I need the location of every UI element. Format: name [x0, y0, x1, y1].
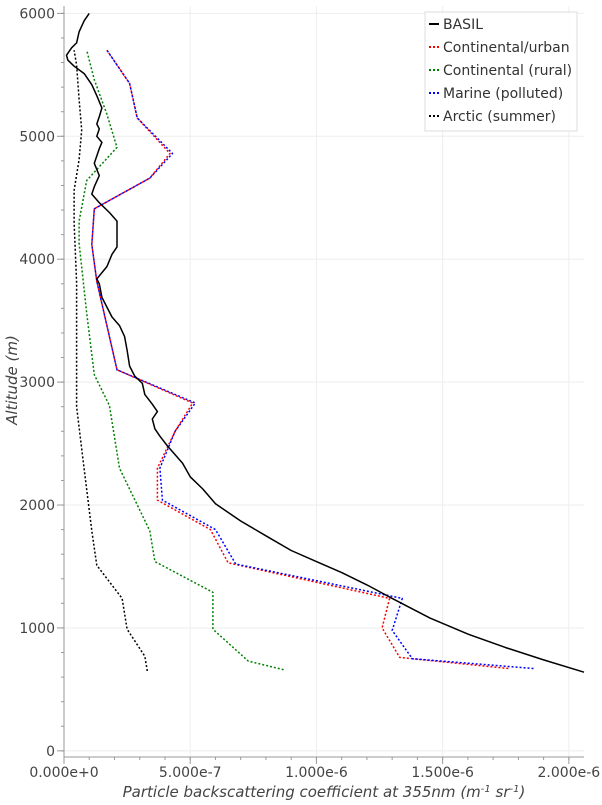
legend-box [424, 11, 578, 132]
axes: 0.000e+0 5.000e-7 1.000e-6 1.500e-6 2.000e-6… [19, 6, 600, 781]
y-axis-title-text: Altitude (m) [3, 335, 21, 426]
x-tick-label: 2.000e-6 [538, 765, 601, 781]
y-tick-label: 2000 [19, 498, 55, 514]
x-axis-title-part-3: ) [519, 783, 526, 801]
legend-label: Continental/urban [443, 40, 570, 56]
y-tick-label: 3000 [19, 375, 55, 391]
x-axis-title: Particle backscattering coefficient at 3… [123, 783, 526, 801]
x-axis-title-sup-1: -1 [481, 784, 491, 795]
legend: BASIL Continental/urban Continental (rural… [424, 11, 578, 132]
y-tick-label: 4000 [19, 252, 55, 268]
series-line-basil [65, 12, 585, 673]
legend-label: BASIL [443, 17, 483, 33]
x-axis-title-part-2: sr [491, 783, 511, 801]
series-line-marine-polluted [91, 49, 534, 670]
y-axis-title: Altitude (m) [3, 335, 21, 426]
x-axis-title-sup-2: -1 [510, 784, 520, 795]
legend-label: Marine (polluted) [443, 86, 563, 102]
x-axis-title-part-1: Particle backscattering coefficient at 3… [123, 783, 481, 801]
y-tick-label: 5000 [19, 129, 55, 145]
series-layer [65, 12, 585, 673]
series-line-continental-urban [91, 49, 509, 670]
legend-label: Arctic (summer) [443, 109, 556, 125]
legend-label: Continental (rural) [443, 63, 572, 79]
series-line-arctic-summer [73, 50, 149, 672]
x-tick-label: 1.000e-6 [285, 765, 348, 781]
x-tick-label: 0.000e+0 [29, 765, 98, 781]
x-tick-label: 1.500e-6 [411, 765, 474, 781]
x-tick-label: 5.000e-7 [159, 765, 222, 781]
y-tick-label: 0 [46, 744, 55, 760]
y-tick-label: 6000 [19, 6, 55, 22]
series-line-continental-rural [78, 50, 284, 671]
y-tick-label: 1000 [19, 621, 55, 637]
